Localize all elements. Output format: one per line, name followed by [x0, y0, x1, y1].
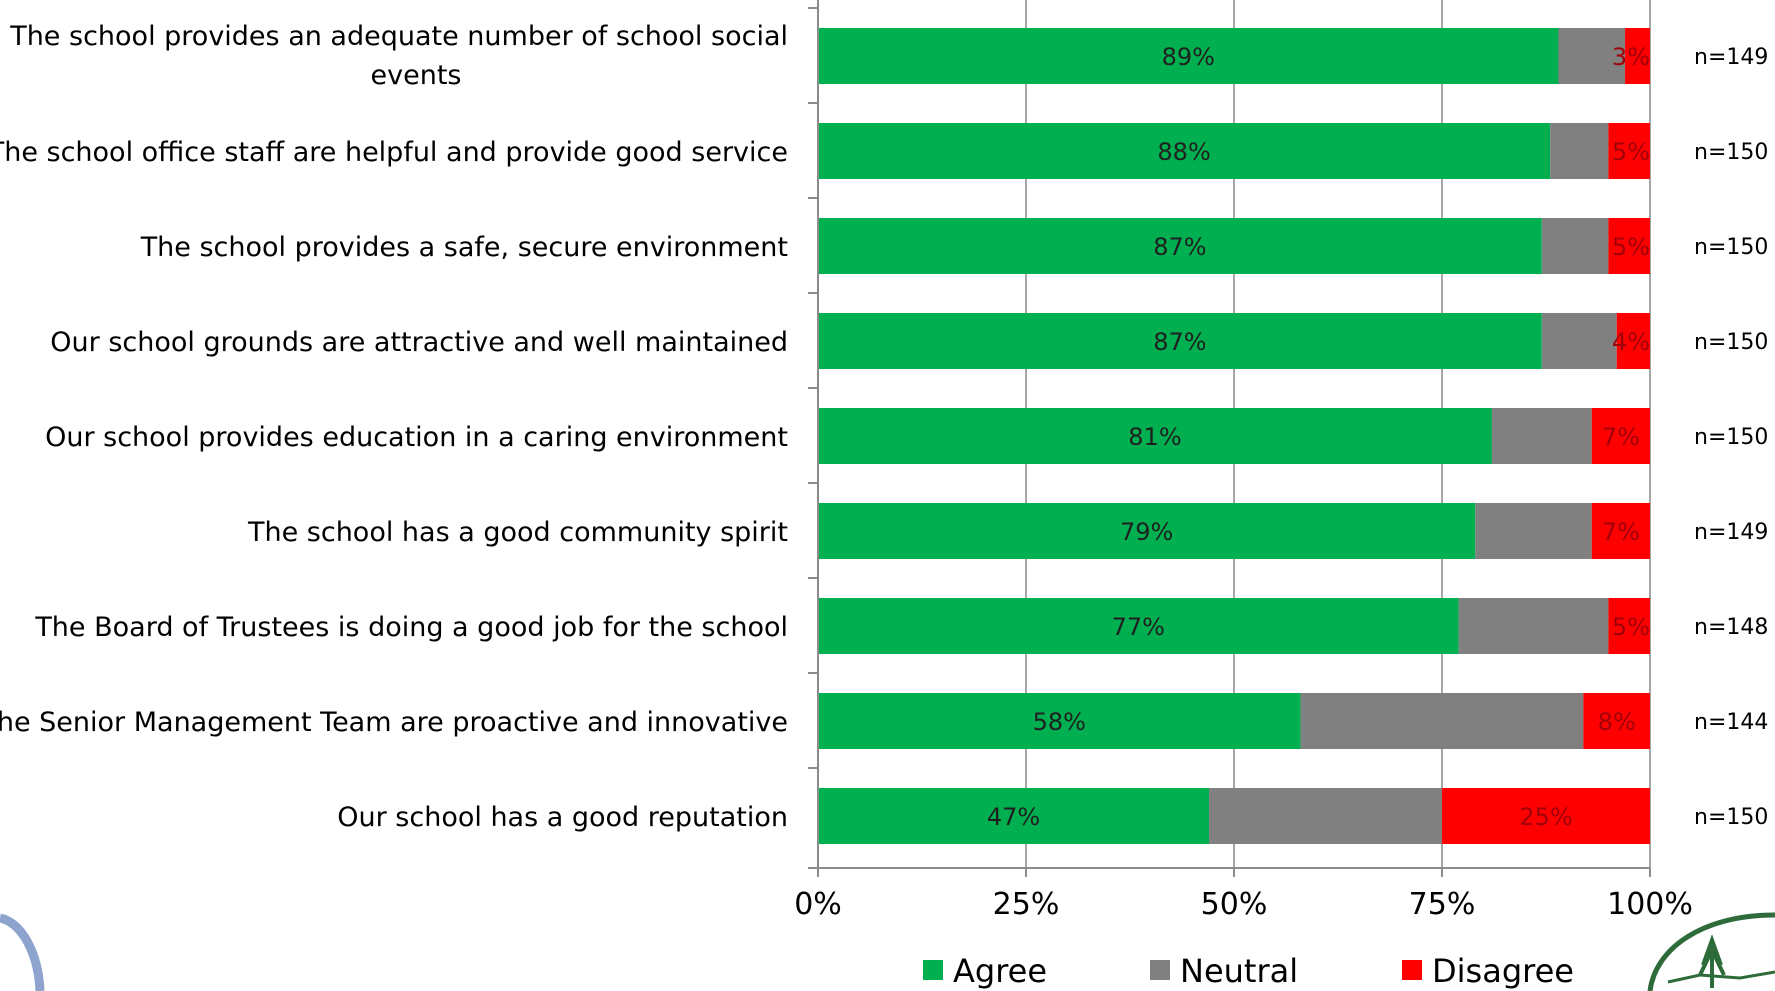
bar-label-agree: 47%: [987, 803, 1040, 831]
right-logo: [1647, 912, 1775, 991]
bar-agree: [818, 408, 1492, 464]
category-label: The school office staff are helpful and …: [0, 137, 788, 168]
bar-agree: [818, 313, 1542, 369]
logos: [0, 912, 1775, 991]
n-label: n=148: [1694, 615, 1768, 640]
category-label: The Board of Trustees is doing a good jo…: [34, 612, 788, 643]
bar-neutral: [1541, 218, 1609, 274]
bar-agree: [818, 788, 1210, 844]
bar-disagree: [1591, 503, 1650, 559]
legend-label-agree: Agree: [953, 952, 1047, 990]
left-logo-arc: [0, 913, 45, 991]
n-label: n=149: [1694, 520, 1768, 545]
category-label: The school has a good community spirit: [247, 517, 788, 548]
category-label: Our school grounds are attractive and we…: [50, 327, 788, 358]
bars: 89% 3% 88% 5% 87% 5% 87% 4% 81% 7% 79% 7% 77% 5% 58% 8%…: [818, 28, 1650, 844]
axes: [808, 0, 1651, 877]
bar-label-disagree: 25%: [1519, 803, 1572, 831]
bar-neutral: [1558, 28, 1626, 84]
bar-label-agree: 87%: [1153, 233, 1206, 261]
bar-disagree: [1608, 123, 1650, 179]
x-tick-label: 25%: [993, 887, 1060, 922]
bar-disagree: [1616, 313, 1650, 369]
category-label: Our school provides education in a carin…: [45, 422, 788, 453]
n-label: n=150: [1694, 805, 1768, 830]
bar-disagree: [1591, 408, 1650, 464]
bar-agree: [818, 693, 1301, 749]
x-tick-label: 75%: [1409, 887, 1476, 922]
legend-label-neutral: Neutral: [1180, 952, 1298, 990]
x-tick-label: 100%: [1607, 887, 1693, 922]
bar-label-disagree: 5%: [1612, 233, 1650, 261]
bar-neutral: [1491, 408, 1592, 464]
bar-label-agree: 77%: [1112, 613, 1165, 641]
bar-neutral: [1475, 503, 1592, 559]
n-label: n=150: [1694, 140, 1768, 165]
x-tick-labels: 0% 25% 50% 75% 100%: [794, 887, 1693, 922]
bar-agree: [818, 503, 1476, 559]
n-label: n=149: [1694, 45, 1768, 70]
bar-label-disagree: 7%: [1602, 518, 1640, 546]
bar-label-agree: 58%: [1033, 708, 1086, 736]
legend-swatch-neutral: [1150, 960, 1170, 980]
bar-label-agree: 81%: [1128, 423, 1181, 451]
bar-neutral: [1550, 123, 1609, 179]
bar-agree: [818, 218, 1542, 274]
category-label: Our school has a good reputation: [337, 802, 788, 833]
category-label-continued: events: [371, 60, 462, 91]
bar-label-disagree: 7%: [1602, 423, 1640, 451]
bar-disagree: [1625, 28, 1650, 84]
bar-neutral: [1541, 313, 1617, 369]
bar-agree: [818, 598, 1459, 654]
bar-label-disagree: 5%: [1612, 138, 1650, 166]
legend-label-disagree: Disagree: [1432, 952, 1574, 990]
legend-swatch-disagree: [1402, 960, 1422, 980]
category-labels: The school provides an adequate number o…: [0, 21, 788, 833]
category-label: The school provides an adequate number o…: [9, 21, 788, 52]
n-label: n=150: [1694, 425, 1768, 450]
n-label: n=144: [1694, 710, 1768, 735]
legend: Agree Neutral Disagree: [923, 952, 1574, 990]
category-label: The Senior Management Team are proactive…: [0, 707, 788, 738]
bar-disagree: [1608, 218, 1650, 274]
bar-label-disagree: 3%: [1612, 43, 1650, 71]
bar-neutral: [1300, 693, 1584, 749]
bar-label-agree: 88%: [1157, 138, 1210, 166]
n-label: n=150: [1694, 235, 1768, 260]
bar-disagree: [1442, 788, 1650, 844]
bar-agree: [818, 123, 1551, 179]
bar-agree: [818, 28, 1559, 84]
bar-neutral: [1209, 788, 1442, 844]
bar-label-disagree: 4%: [1612, 328, 1650, 356]
bar-neutral: [1458, 598, 1609, 654]
bar-label-disagree: 8%: [1598, 708, 1636, 736]
bar-label-agree: 87%: [1153, 328, 1206, 356]
legend-swatch-agree: [923, 960, 943, 980]
bar-label-disagree: 5%: [1612, 613, 1650, 641]
category-label: The school provides a safe, secure envir…: [140, 232, 788, 263]
x-tick-label: 0%: [794, 887, 842, 922]
x-tick-label: 50%: [1201, 887, 1268, 922]
bar-disagree: [1608, 598, 1650, 654]
n-label: n=150: [1694, 330, 1768, 355]
bar-label-agree: 79%: [1120, 518, 1173, 546]
bar-label-agree: 89%: [1162, 43, 1215, 71]
bar-disagree: [1583, 693, 1650, 749]
n-labels: n=149 n=150 n=150 n=150 n=150 n=149 n=148 n=144…: [1694, 45, 1768, 830]
